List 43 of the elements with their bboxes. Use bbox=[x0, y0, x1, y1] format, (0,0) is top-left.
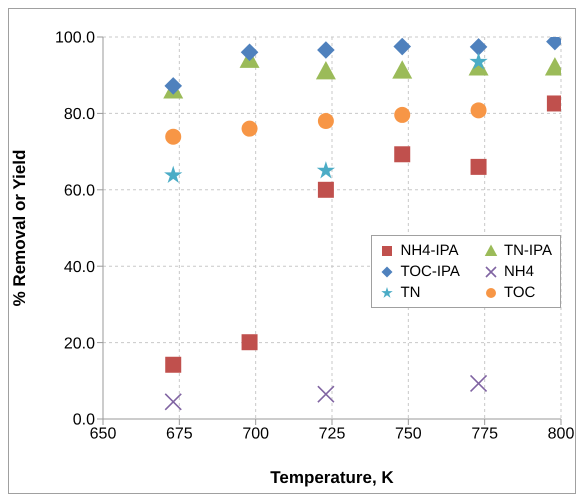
legend-label: TN bbox=[400, 284, 420, 301]
point bbox=[392, 60, 412, 79]
point bbox=[242, 334, 258, 350]
legend-label: TOC bbox=[504, 284, 536, 301]
legend-label: NH4 bbox=[504, 263, 534, 280]
point bbox=[470, 158, 487, 175]
point bbox=[469, 52, 488, 70]
legend-label: NH4-IPA bbox=[400, 242, 459, 259]
y-tick-label: 100.0 bbox=[54, 30, 96, 47]
y-axis-title: % Removal or Yield bbox=[10, 150, 30, 306]
x-tick-label: 725 bbox=[318, 425, 346, 442]
point bbox=[318, 113, 334, 130]
point bbox=[316, 161, 336, 178]
point bbox=[317, 41, 335, 59]
point bbox=[470, 38, 488, 56]
point bbox=[164, 77, 182, 95]
y-tick-label: 40.0 bbox=[64, 258, 96, 276]
point bbox=[165, 356, 182, 373]
point bbox=[165, 128, 182, 145]
point bbox=[470, 374, 488, 392]
x-tick-label: 700 bbox=[242, 425, 270, 442]
point bbox=[316, 60, 336, 80]
point bbox=[242, 120, 258, 137]
point bbox=[240, 43, 258, 62]
x-tick-label: 675 bbox=[166, 425, 193, 442]
legend-label: TN-IPA bbox=[504, 242, 552, 259]
point bbox=[317, 385, 335, 403]
point bbox=[393, 38, 412, 56]
point bbox=[318, 182, 334, 198]
point bbox=[164, 166, 182, 184]
x-axis-title: Temperature, K bbox=[270, 468, 394, 487]
legend-label: TOC-IPA bbox=[400, 263, 460, 280]
y-tick-label: 80.0 bbox=[64, 106, 96, 124]
point bbox=[164, 393, 182, 411]
y-tick-label: 60.0 bbox=[64, 182, 96, 200]
x-tick-label: 650 bbox=[90, 425, 116, 442]
x-tick-label: 775 bbox=[471, 425, 498, 442]
y-tick-label: 20.0 bbox=[64, 335, 96, 352]
point bbox=[394, 106, 410, 123]
x-tick-label: 800 bbox=[548, 425, 574, 442]
x-tick-label: 750 bbox=[394, 425, 422, 442]
point bbox=[394, 146, 410, 162]
point bbox=[470, 102, 487, 118]
